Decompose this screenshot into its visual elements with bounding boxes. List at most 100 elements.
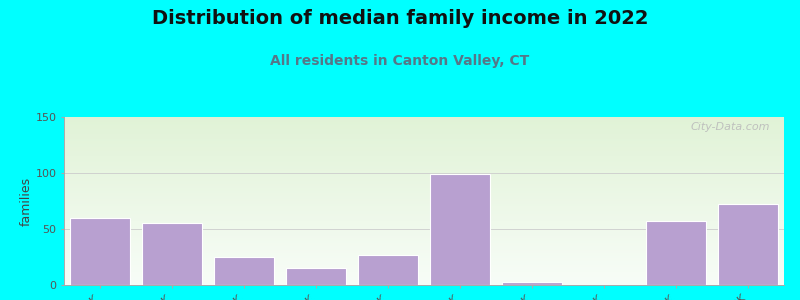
Bar: [64, 253, 784, 255]
Bar: [64, 241, 784, 243]
Bar: [64, 186, 784, 188]
Bar: [64, 208, 784, 209]
Bar: [64, 270, 784, 272]
Bar: [64, 201, 784, 203]
Bar: [64, 156, 784, 157]
Bar: [64, 144, 784, 146]
Bar: [64, 235, 784, 236]
Bar: [64, 277, 784, 278]
Bar: [646, 221, 706, 285]
Bar: [64, 181, 784, 182]
Bar: [64, 221, 784, 223]
Bar: [64, 191, 784, 193]
Bar: [64, 231, 784, 233]
Bar: [64, 132, 784, 134]
Bar: [64, 246, 784, 248]
Text: City-Data.com: City-Data.com: [690, 122, 770, 132]
Bar: [64, 122, 784, 124]
Bar: [430, 174, 490, 285]
Bar: [64, 188, 784, 189]
Bar: [64, 129, 784, 130]
Bar: [64, 159, 784, 161]
Bar: [64, 196, 784, 198]
Bar: [64, 223, 784, 224]
Bar: [64, 240, 784, 241]
Bar: [64, 268, 784, 270]
Bar: [64, 193, 784, 194]
Bar: [64, 236, 784, 238]
Bar: [214, 257, 274, 285]
Bar: [64, 209, 784, 211]
Bar: [64, 139, 784, 140]
Bar: [64, 162, 784, 164]
Bar: [64, 238, 784, 240]
Bar: [64, 211, 784, 213]
Bar: [64, 266, 784, 268]
Bar: [64, 134, 784, 136]
Bar: [64, 172, 784, 174]
Bar: [64, 262, 784, 263]
Bar: [64, 137, 784, 139]
Bar: [64, 245, 784, 246]
Bar: [64, 117, 784, 119]
Bar: [64, 147, 784, 149]
Bar: [64, 149, 784, 151]
Bar: [358, 255, 418, 285]
Bar: [64, 283, 784, 285]
Bar: [64, 251, 784, 253]
Bar: [64, 230, 784, 231]
Bar: [64, 164, 784, 166]
Bar: [64, 265, 784, 266]
Bar: [64, 127, 784, 129]
Bar: [64, 226, 784, 228]
Bar: [64, 182, 784, 184]
Bar: [64, 216, 784, 218]
Bar: [64, 218, 784, 220]
Bar: [64, 233, 784, 235]
Bar: [64, 120, 784, 122]
Bar: [64, 136, 784, 137]
Bar: [64, 263, 784, 265]
Bar: [64, 224, 784, 226]
Bar: [64, 151, 784, 152]
Bar: [64, 273, 784, 275]
Y-axis label: families: families: [19, 176, 33, 226]
Bar: [64, 152, 784, 154]
Bar: [64, 124, 784, 125]
Bar: [64, 166, 784, 167]
Bar: [64, 258, 784, 260]
Bar: [64, 194, 784, 196]
Bar: [64, 142, 784, 144]
Bar: [64, 255, 784, 256]
Bar: [64, 179, 784, 181]
Bar: [64, 198, 784, 199]
Bar: [64, 203, 784, 204]
Bar: [142, 224, 202, 285]
Bar: [64, 250, 784, 251]
Bar: [64, 228, 784, 230]
Bar: [64, 184, 784, 186]
Bar: [718, 204, 778, 285]
Bar: [64, 256, 784, 258]
Bar: [502, 282, 562, 285]
Bar: [64, 189, 784, 191]
Bar: [64, 176, 784, 178]
Bar: [64, 157, 784, 159]
Bar: [64, 146, 784, 147]
Bar: [64, 178, 784, 179]
Bar: [64, 272, 784, 273]
Bar: [64, 130, 784, 132]
Bar: [64, 169, 784, 171]
Bar: [64, 119, 784, 120]
Bar: [64, 275, 784, 277]
Bar: [64, 282, 784, 283]
Bar: [64, 260, 784, 262]
Bar: [64, 278, 784, 280]
Bar: [64, 125, 784, 127]
Bar: [64, 220, 784, 221]
Text: Distribution of median family income in 2022: Distribution of median family income in …: [152, 9, 648, 28]
Bar: [64, 206, 784, 208]
Bar: [64, 167, 784, 169]
Bar: [64, 140, 784, 142]
Bar: [64, 213, 784, 214]
